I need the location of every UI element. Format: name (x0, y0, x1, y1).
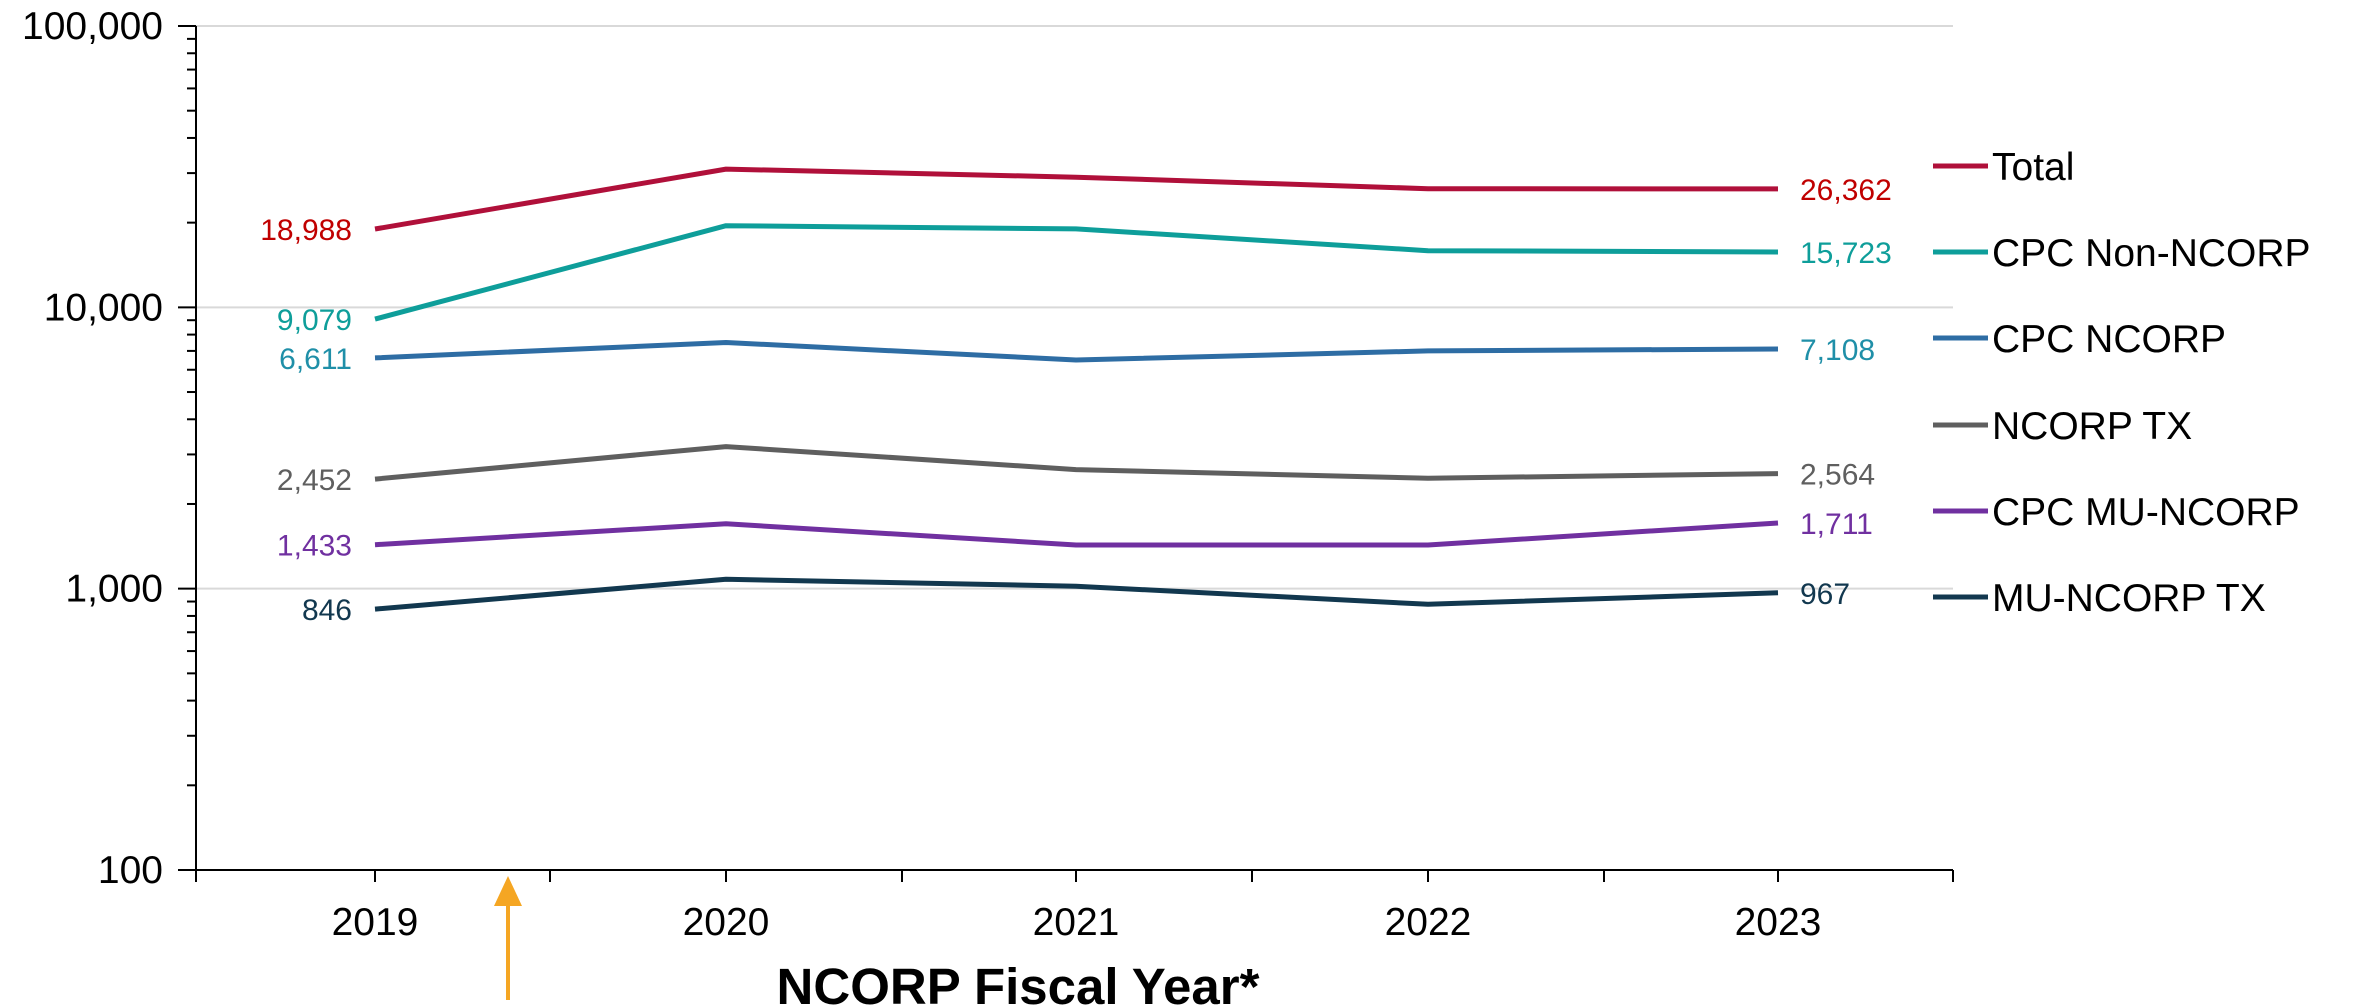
data-label-end: 967 (1800, 578, 1850, 611)
y-tick-label: 10,000 (44, 286, 163, 329)
annotation-arrow-head (494, 876, 522, 906)
x-axis-title: NCORP Fiscal Year* (777, 958, 1260, 1008)
legend-label: Total (1992, 146, 2074, 189)
x-tick-label: 2020 (683, 901, 770, 944)
data-label-start: 18,988 (260, 214, 352, 247)
data-label-end: 1,711 (1800, 508, 1873, 541)
series-line-mu-ncorp-tx (374, 576, 1779, 612)
data-label-start: 1,433 (277, 530, 352, 563)
series-line-cpc-mu-ncorp (374, 520, 1779, 548)
series-line-ncorp-tx (374, 444, 1779, 482)
y-tick-label: 100,000 (22, 5, 163, 48)
series-line-cpc-ncorp (374, 340, 1779, 363)
annotation (494, 876, 522, 1000)
data-label-start: 2,452 (277, 464, 352, 497)
y-tick-label: 1,000 (65, 568, 163, 611)
legend-label: CPC Non-NCORP (1992, 232, 2311, 275)
data-label-end: 15,723 (1800, 237, 1892, 270)
data-labels: 18,988 26,362 9,079 15,723 6,611 7,108 2,452 2,… (260, 174, 1892, 627)
x-tick-label: 2023 (1735, 901, 1822, 944)
data-label-start: 6,611 (279, 343, 352, 376)
y-tick-label: 100 (98, 849, 163, 892)
gridlines (196, 25, 1953, 590)
x-tick-label: 2022 (1385, 901, 1472, 944)
series-line-cpc-non-ncorp (374, 223, 1779, 322)
x-tick-label: 2019 (332, 901, 419, 944)
legend: Total CPC Non-NCORP CPC NCORP NCORP TX CPC M… (1933, 146, 2311, 620)
legend-label: NCORP TX (1992, 405, 2192, 448)
series-lines (374, 166, 1779, 612)
legend-label: CPC NCORP (1992, 318, 2226, 361)
data-label-start: 9,079 (277, 304, 352, 337)
data-label-end: 2,564 (1800, 459, 1875, 492)
x-tick-label: 2021 (1033, 901, 1120, 944)
series-line-total (374, 166, 1779, 232)
axes: 100 1,000 10,000 100,000 2019 2020 2021 2022 202… (22, 5, 1954, 944)
data-label-start: 846 (302, 594, 352, 627)
legend-label: MU-NCORP TX (1992, 577, 2266, 620)
data-label-end: 26,362 (1800, 174, 1892, 207)
data-label-end: 7,108 (1800, 334, 1875, 367)
legend-label: CPC MU-NCORP (1992, 491, 2300, 534)
